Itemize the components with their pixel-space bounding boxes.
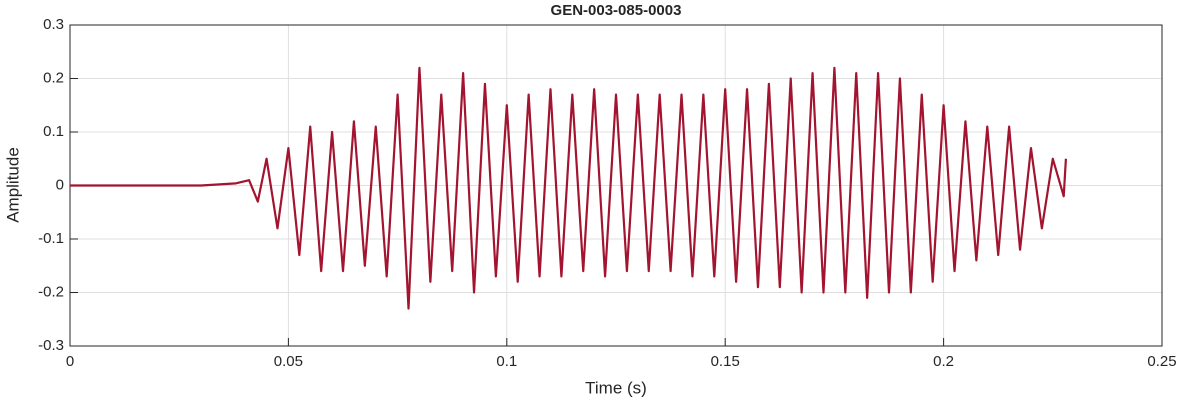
y-tick-label: -0.2 [38, 283, 64, 300]
y-tick-label: 0.2 [43, 69, 64, 86]
x-tick-label: 0.15 [711, 353, 740, 370]
x-tick-label: 0.05 [274, 353, 303, 370]
x-tick-label: 0.2 [933, 353, 954, 370]
y-tick-label: -0.1 [38, 230, 64, 247]
y-tick-label: 0.3 [43, 16, 64, 33]
y-tick-label: 0 [56, 176, 64, 193]
y-axis-label: Amplitude [3, 147, 22, 223]
x-axis-label: Time (s) [585, 378, 647, 397]
x-tick-label: 0.1 [496, 353, 517, 370]
x-tick-label: 0 [66, 353, 74, 370]
chart-title: GEN-003-085-0003 [551, 2, 682, 19]
waveform-line [70, 66, 1067, 310]
y-tick-label: 0.1 [43, 123, 64, 140]
x-tick-label: 0.25 [1147, 353, 1176, 370]
y-tick-label: -0.3 [38, 337, 64, 354]
